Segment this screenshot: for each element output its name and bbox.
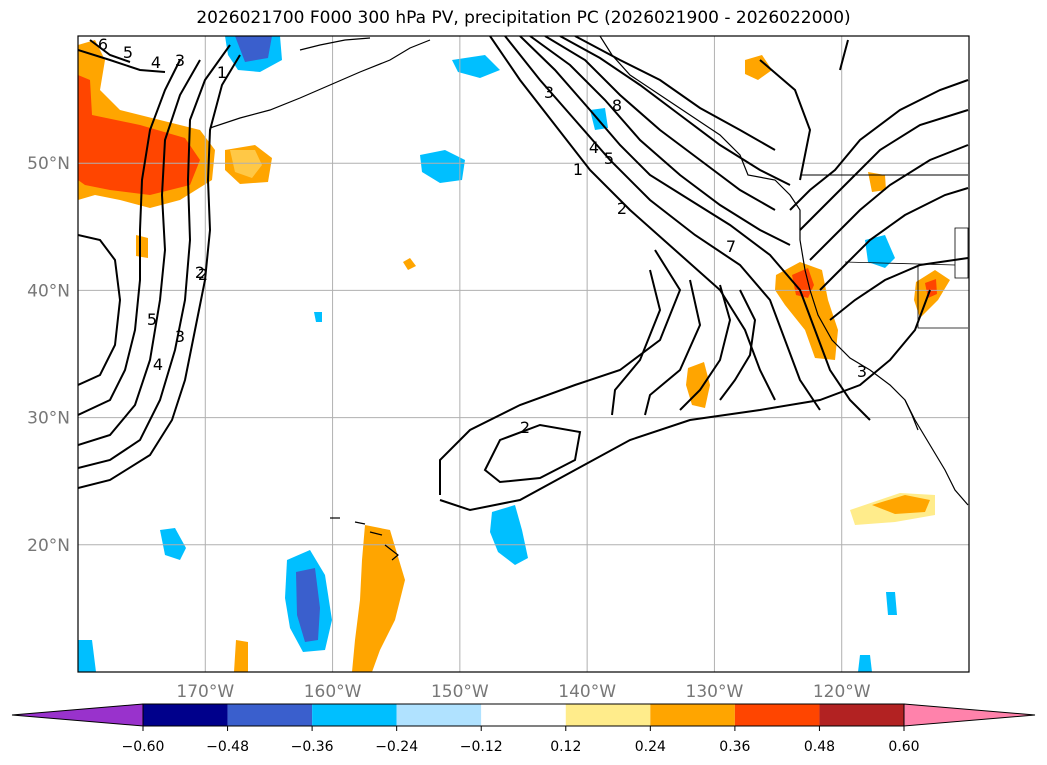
colorbar-extend-right: [903, 703, 1036, 727]
contour-label: 4: [151, 53, 161, 72]
lon-tick-label: 170°W: [176, 682, 234, 702]
contour-label: 3: [175, 51, 185, 70]
lon-tick-label: 130°W: [686, 682, 744, 702]
colorbar-segment: [650, 704, 735, 726]
lon-tick-label: 160°W: [304, 682, 362, 702]
colorbar-tick-label: −0.24: [375, 739, 418, 755]
colorbar: −0.60 −0.48 −0.36 −0.24 −0.12 0.12 0.24 0.36 0.4…: [11, 703, 1036, 755]
contour-label: 2: [198, 265, 208, 284]
precipitation-shading: [78, 36, 950, 672]
map-title: 2026021700 F000 300 hPa PV, precipitatio…: [196, 8, 851, 28]
pv-contours: [78, 36, 969, 512]
colorbar-segment: [565, 704, 651, 726]
lat-tick-label: 30°N: [27, 409, 70, 429]
colorbar-tick-label: 0.48: [804, 739, 835, 755]
colorbar-segment: [734, 704, 820, 726]
contour-label: 8: [612, 96, 622, 115]
contour-label: 6: [98, 35, 108, 54]
colorbar-tick-label: 0.60: [888, 739, 919, 755]
colorbar-tick-label: −0.60: [122, 739, 165, 755]
contour-label: 3: [544, 83, 554, 102]
map-frame: [77, 35, 970, 673]
contour-label: 4: [153, 355, 163, 374]
contour-label: 5: [123, 43, 133, 62]
colorbar-segment: [819, 704, 904, 726]
colorbar-tick-label: 0.24: [635, 739, 666, 755]
contour-label: 1: [217, 63, 227, 82]
contour-label: 2: [617, 199, 627, 218]
coastlines: [209, 36, 969, 561]
contour-label: 3: [175, 327, 185, 346]
lon-tick-label: 150°W: [431, 682, 489, 702]
colorbar-tick-label: 0.12: [550, 739, 581, 755]
contour-label: 5: [604, 149, 614, 168]
axis-labels: 170°W 160°W 150°W 140°W 130°W 120°W 50°N 40°N 30…: [27, 154, 871, 702]
colorbar-extend-left: [11, 703, 144, 727]
contour-label: 2: [195, 263, 205, 282]
colorbar-tick-label: −0.12: [460, 739, 503, 755]
colorbar-tick-label: 0.36: [719, 739, 750, 755]
lat-tick-label: 40°N: [27, 281, 70, 301]
colorbar-segment: [143, 704, 228, 726]
contour-label: 1: [573, 160, 583, 179]
lon-tick-label: 120°W: [813, 682, 871, 702]
contour-label: 7: [726, 237, 736, 256]
colorbar-tick-label: −0.48: [206, 739, 249, 755]
contour-label: 2: [520, 418, 530, 437]
colorbar-segment: [396, 704, 482, 726]
lat-tick-label: 50°N: [27, 154, 70, 174]
contour-label: 4: [589, 138, 599, 157]
colorbar-segment: [481, 704, 566, 726]
colorbar-segment: [227, 704, 313, 726]
contour-label: 3: [857, 362, 867, 381]
lon-tick-label: 140°W: [558, 682, 616, 702]
colorbar-tick-label: −0.36: [291, 739, 334, 755]
colorbar-frame: [142, 703, 905, 727]
precip-blob-hawaii: [352, 525, 405, 672]
lat-tick-label: 20°N: [27, 536, 70, 556]
colorbar-segment: [312, 704, 397, 726]
contour-label: 5: [147, 310, 157, 329]
